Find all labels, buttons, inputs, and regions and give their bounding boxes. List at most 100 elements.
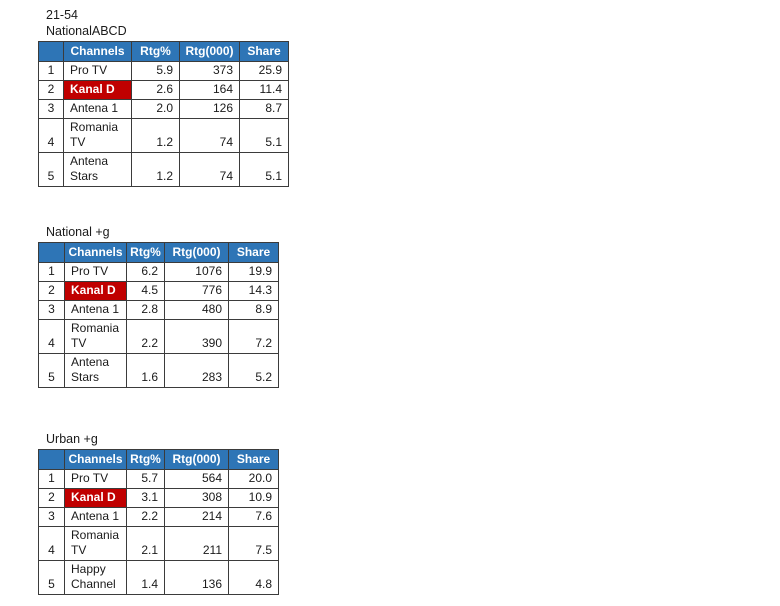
- header-row: Channels Rtg% Rtg(000) Share: [38, 242, 279, 263]
- rank-cell: 5: [38, 560, 65, 595]
- channel-cell: Pro TV: [64, 262, 127, 282]
- channel-cell: Romania TV: [64, 319, 127, 354]
- share-cell: 4.8: [228, 560, 279, 595]
- table-block-national-abcd: 21-54 NationalABCD Channels Rtg% Rtg(000…: [38, 7, 780, 187]
- column-header-rtg-pct: Rtg%: [126, 242, 165, 263]
- column-header-channels: Channels: [63, 41, 132, 62]
- table-row: 4 Romania TV 2.2 390 7.2: [38, 319, 279, 354]
- channel-cell: Antena 1: [64, 507, 127, 527]
- rtg-000-cell: 74: [179, 152, 240, 187]
- share-cell: 8.7: [239, 99, 289, 119]
- table-row: 5 Happy Channel 1.4 136 4.8: [38, 560, 279, 595]
- table-row: 1 Pro TV 6.2 1076 19.9: [38, 262, 279, 282]
- rtg-pct-cell: 2.2: [126, 507, 165, 527]
- channel-cell: Pro TV: [64, 469, 127, 489]
- rtg-pct-cell: 5.9: [131, 61, 180, 81]
- table-row: 3 Antena 1 2.0 126 8.7: [38, 99, 289, 119]
- rtg-000-cell: 211: [164, 526, 229, 561]
- rtg-pct-cell: 1.2: [131, 152, 180, 187]
- column-header-share: Share: [228, 449, 279, 470]
- rtg-pct-cell: 5.7: [126, 469, 165, 489]
- block-titles: National +g: [46, 224, 780, 240]
- table-row: 5 Antena Stars 1.6 283 5.2: [38, 353, 279, 388]
- target-group-label: 21-54: [46, 8, 78, 22]
- rank-cell: 4: [38, 118, 64, 153]
- share-cell: 11.4: [239, 80, 289, 100]
- rank-cell: 2: [38, 281, 65, 301]
- table-row: 4 Romania TV 2.1 211 7.5: [38, 526, 279, 561]
- header-row: Channels Rtg% Rtg(000) Share: [38, 449, 279, 470]
- channel-cell: Antena Stars: [63, 152, 132, 187]
- rank-cell: 1: [38, 262, 65, 282]
- table-row: 3 Antena 1 2.8 480 8.9: [38, 300, 279, 320]
- table-block-national-g: National +g Channels Rtg% Rtg(000) Share: [38, 224, 780, 388]
- panel-label: National +g: [46, 225, 110, 239]
- channel-cell-highlighted: Kanal D: [64, 488, 127, 508]
- share-cell: 5.1: [239, 152, 289, 187]
- rtg-pct-cell: 2.6: [131, 80, 180, 100]
- rtg-000-cell: 308: [164, 488, 229, 508]
- rtg-pct-cell: 1.4: [126, 560, 165, 595]
- table-row: 2 Kanal D 3.1 308 10.9: [38, 488, 279, 508]
- rtg-000-cell: 74: [179, 118, 240, 153]
- channel-cell: Pro TV: [63, 61, 132, 81]
- rank-cell: 5: [38, 353, 65, 388]
- channel-cell-highlighted: Kanal D: [63, 80, 132, 100]
- rtg-000-cell: 373: [179, 61, 240, 81]
- rank-cell: 1: [38, 61, 64, 81]
- column-header-channels: Channels: [64, 449, 127, 470]
- rtg-pct-cell: 3.1: [126, 488, 165, 508]
- rank-cell: 2: [38, 488, 65, 508]
- rtg-000-cell: 776: [164, 281, 229, 301]
- rank-cell: 1: [38, 469, 65, 489]
- table-row: 4 Romania TV 1.2 74 5.1: [38, 118, 289, 153]
- rank-cell: 4: [38, 319, 65, 354]
- rtg-000-cell: 164: [179, 80, 240, 100]
- share-cell: 10.9: [228, 488, 279, 508]
- share-cell: 14.3: [228, 281, 279, 301]
- rtg-000-cell: 136: [164, 560, 229, 595]
- share-cell: 8.9: [228, 300, 279, 320]
- table-row: 2 Kanal D 2.6 164 11.4: [38, 80, 289, 100]
- ratings-table-national-g: Channels Rtg% Rtg(000) Share 1 Pro TV 6.…: [38, 242, 279, 388]
- rtg-000-cell: 1076: [164, 262, 229, 282]
- rtg-pct-cell: 2.8: [126, 300, 165, 320]
- rtg-000-cell: 390: [164, 319, 229, 354]
- channel-cell: Antena 1: [63, 99, 132, 119]
- panel-label: NationalABCD: [46, 24, 127, 38]
- rtg-pct-cell: 2.2: [126, 319, 165, 354]
- channel-cell: Antena Stars: [64, 353, 127, 388]
- rank-cell: 3: [38, 99, 64, 119]
- channel-cell: Antena 1: [64, 300, 127, 320]
- column-header-rank: [38, 242, 65, 263]
- rank-cell: 3: [38, 507, 65, 527]
- table-row: 1 Pro TV 5.7 564 20.0: [38, 469, 279, 489]
- column-header-rtg-000: Rtg(000): [164, 449, 229, 470]
- rtg-pct-cell: 4.5: [126, 281, 165, 301]
- column-header-rtg-pct: Rtg%: [131, 41, 180, 62]
- rank-cell: 5: [38, 152, 64, 187]
- column-header-rtg-000: Rtg(000): [164, 242, 229, 263]
- share-cell: 7.6: [228, 507, 279, 527]
- channel-cell: Romania TV: [64, 526, 127, 561]
- rank-cell: 3: [38, 300, 65, 320]
- share-cell: 7.2: [228, 319, 279, 354]
- share-cell: 25.9: [239, 61, 289, 81]
- block-titles: Urban +g: [46, 431, 780, 447]
- table-row: 5 Antena Stars 1.2 74 5.1: [38, 152, 289, 187]
- header-row: Channels Rtg% Rtg(000) Share: [38, 41, 289, 62]
- rtg-pct-cell: 2.0: [131, 99, 180, 119]
- share-cell: 5.2: [228, 353, 279, 388]
- column-header-rank: [38, 41, 64, 62]
- channel-cell: Romania TV: [63, 118, 132, 153]
- block-titles: 21-54 NationalABCD: [46, 7, 780, 39]
- rtg-pct-cell: 1.6: [126, 353, 165, 388]
- column-header-channels: Channels: [64, 242, 127, 263]
- channel-cell-highlighted: Kanal D: [64, 281, 127, 301]
- table-row: 2 Kanal D 4.5 776 14.3: [38, 281, 279, 301]
- panel-label: Urban +g: [46, 432, 98, 446]
- table-block-urban-g: Urban +g Channels Rtg% Rtg(000) Share: [38, 431, 780, 595]
- rtg-pct-cell: 1.2: [131, 118, 180, 153]
